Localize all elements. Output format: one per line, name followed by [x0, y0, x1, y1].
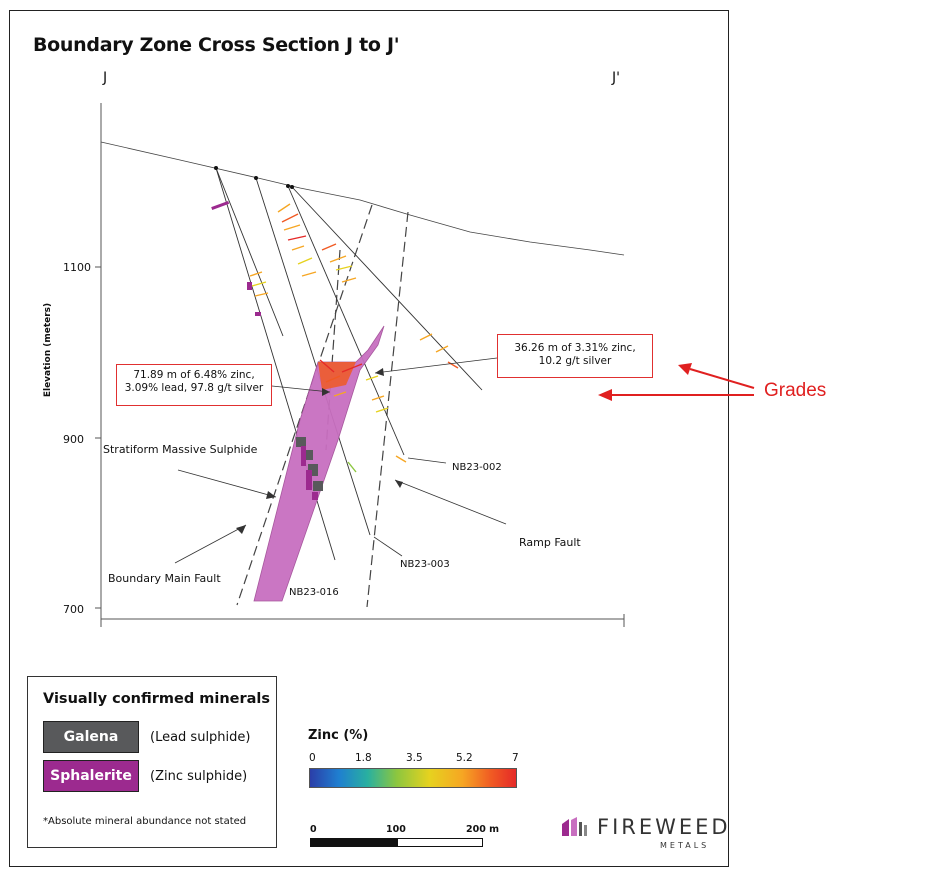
legend-swatch-galena: Galena — [43, 721, 139, 753]
drill-hole-002 — [287, 185, 405, 456]
legend-title: Visually confirmed minerals — [43, 691, 271, 707]
legend-footnote: *Absolute mineral abundance not stated — [43, 816, 247, 827]
grade-callout-right-line2: 10.2 g/t silver — [538, 355, 612, 367]
annotation-leaders — [174, 357, 507, 564]
y-tick-1100: 1100 — [63, 261, 91, 274]
figure-frame — [9, 10, 729, 867]
y-tick-700: 700 — [63, 603, 84, 616]
fireweed-logo-icon — [562, 817, 587, 836]
drill-hole-003 — [255, 177, 371, 536]
zinc-grade-ticks — [249, 203, 459, 473]
stratiform-label: Stratiform Massive Sulphide — [103, 443, 258, 456]
grade-callout-left: 71.89 m of 6.48% zinc, 3.09% lead, 97.8 … — [116, 364, 272, 406]
zinc-tick-0: 0 — [309, 752, 316, 764]
zinc-tick-3: 5.2 — [456, 752, 473, 764]
legend-desc-sphalerite: (Zinc sulphide) — [150, 769, 248, 784]
ramp-fault-label: Ramp Fault — [519, 536, 581, 549]
ramp-fault — [366, 211, 409, 608]
grades-label: Grades — [764, 380, 827, 401]
grade-callout-right-line1: 36.26 m of 3.31% zinc, — [514, 342, 636, 354]
minerals-legend: Visually confirmed minerals Galena (Lead… — [27, 676, 277, 848]
zinc-tick-4: 7 — [512, 752, 519, 764]
logo-subtitle: METALS — [660, 841, 710, 850]
hole-label-nb23-002: NB23-002 — [452, 462, 502, 473]
scale-bar-empty — [397, 838, 483, 847]
hole-label-nb23-016: NB23-016 — [289, 587, 339, 598]
grade-callout-left-line2: 3.09% lead, 97.8 g/t silver — [124, 382, 264, 394]
scale-bar-filled — [310, 838, 397, 847]
legend-desc-galena: (Lead sulphide) — [150, 730, 251, 745]
zinc-scale-title: Zinc (%) — [308, 728, 369, 743]
massive-sulphide-body — [253, 325, 385, 602]
topography-line — [100, 141, 625, 256]
legend-swatch-sphalerite: Sphalerite — [43, 760, 139, 792]
grade-callout-right: 36.26 m of 3.31% zinc, 10.2 g/t silver — [497, 334, 653, 378]
scale-tick-100: 100 — [386, 824, 406, 835]
drill-hole-east — [291, 186, 483, 391]
scale-tick-200: 200 m — [466, 824, 500, 835]
grades-arrows — [598, 363, 755, 401]
grade-callout-left-line1: 71.89 m of 6.48% zinc, — [133, 369, 255, 381]
section-start-label: J — [103, 70, 108, 86]
scale-tick-0: 0 — [310, 824, 317, 835]
y-tick-900: 900 — [63, 433, 84, 446]
mineral-intervals — [211, 200, 323, 500]
zinc-color-ramp — [309, 768, 517, 788]
figure-title: Boundary Zone Cross Section J to J' — [33, 34, 400, 56]
logo-wordmark: FIREWEED — [597, 815, 731, 839]
zinc-tick-1: 1.8 — [355, 752, 372, 764]
hole-label-nb23-003: NB23-003 — [400, 559, 450, 570]
boundary-fault-label: Boundary Main Fault — [108, 572, 221, 585]
zinc-tick-2: 3.5 — [406, 752, 423, 764]
section-end-label: J' — [612, 70, 620, 86]
drill-hole-trace — [215, 167, 284, 337]
